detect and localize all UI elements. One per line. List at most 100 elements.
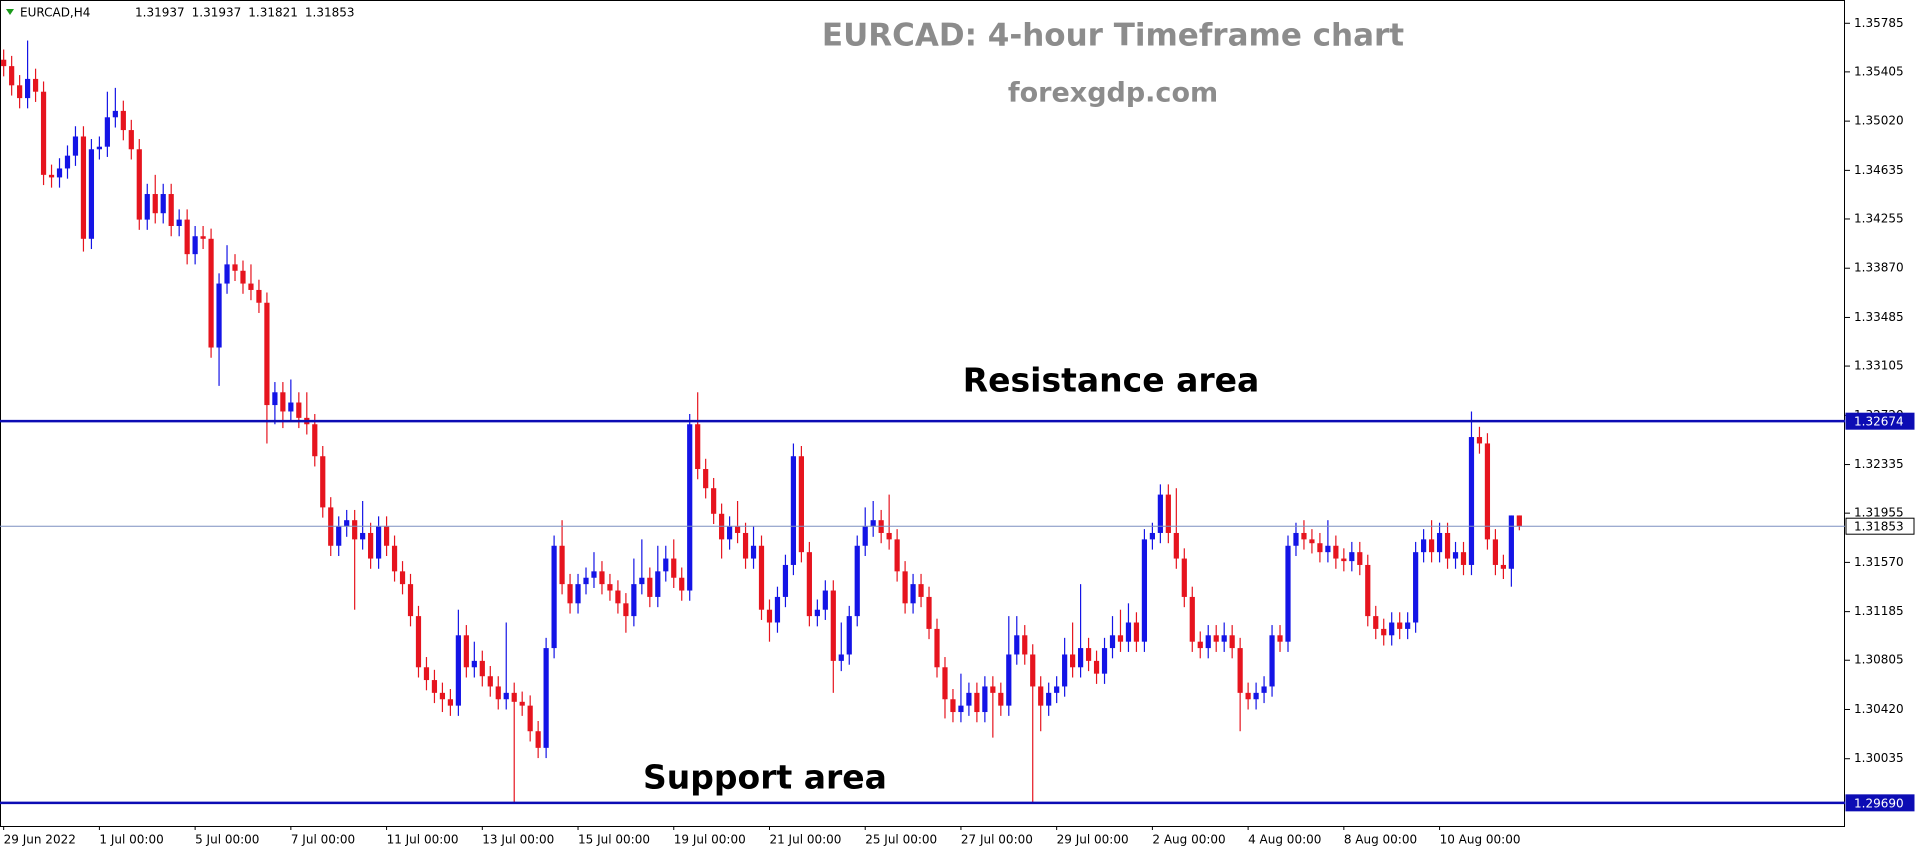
candle-body (511, 692, 517, 702)
candle-body (1213, 635, 1219, 642)
candle-body (1205, 635, 1211, 649)
candle-body (1014, 635, 1020, 655)
candle-body (894, 539, 900, 572)
x-tick-label: 25 Jul 00:00 (865, 833, 937, 847)
candle-body (623, 603, 629, 617)
candle-body (886, 532, 892, 540)
candle-body (1397, 622, 1403, 629)
candle-body (25, 78, 31, 99)
candle-body (1436, 532, 1443, 553)
candle-body (200, 236, 206, 239)
candle-body (503, 692, 509, 700)
candle-body (32, 78, 39, 92)
candle-body (758, 545, 765, 610)
y-tick-label: 1.30805 (1854, 653, 1904, 667)
candle-body (487, 676, 493, 687)
candle-body (687, 424, 693, 591)
x-tick-label: 4 Aug 00:00 (1248, 833, 1321, 847)
y-tick-label: 1.31185 (1854, 604, 1904, 618)
candle-body (1341, 558, 1347, 562)
price-label-box (1845, 412, 1915, 430)
candle-body (679, 577, 685, 591)
candle-body (607, 584, 613, 591)
candle-body (647, 577, 653, 597)
candle-body (567, 584, 573, 604)
candle-body (559, 545, 565, 585)
candle-body (1421, 539, 1427, 553)
candle-body (902, 571, 908, 604)
candle-body (423, 667, 430, 681)
candle-body (551, 545, 557, 649)
candle-body (1149, 532, 1155, 540)
candle-body (1070, 654, 1076, 668)
candle-body (1046, 692, 1052, 706)
candle-body (1389, 622, 1395, 636)
candle-body (64, 155, 71, 169)
candle-body (711, 488, 717, 514)
x-tick-label: 7 Jul 00:00 (291, 833, 355, 847)
candle-body (184, 219, 190, 255)
y-tick-label: 1.34255 (1854, 211, 1904, 225)
candle-body (527, 705, 533, 732)
candle-body (415, 616, 422, 668)
candle-body (216, 283, 222, 348)
candle-body (312, 424, 318, 457)
candle-body (1085, 648, 1092, 661)
candle-body (639, 577, 645, 585)
candle-body (1030, 654, 1036, 687)
candle-body (1301, 532, 1307, 540)
y-tick-label: 1.33105 (1854, 359, 1904, 373)
y-tick-label: 1.31570 (1854, 555, 1904, 569)
candle-body (1508, 515, 1514, 569)
candle-body (336, 526, 342, 546)
candle-body (1413, 552, 1419, 623)
candle-body (1261, 686, 1267, 693)
candle-body (806, 552, 812, 617)
candle-body (72, 136, 79, 156)
candle-body (1381, 628, 1387, 636)
candle-body (1133, 622, 1140, 642)
candle-body (1333, 545, 1339, 559)
candle-body (80, 136, 87, 239)
candle-body (399, 571, 406, 585)
price-label: 1.32674 (1854, 415, 1904, 429)
y-tick-label: 1.34635 (1854, 163, 1904, 177)
candle-body (48, 174, 55, 178)
candle-body (1, 59, 7, 67)
candle-body (1141, 539, 1148, 642)
candle-body (631, 584, 637, 617)
candle-body (742, 532, 749, 559)
candle-body (136, 149, 142, 220)
candle-body (1349, 552, 1355, 562)
annotation: Support area (643, 758, 887, 797)
candle-body (1173, 532, 1179, 559)
candle-body (1022, 635, 1028, 655)
price-label-box (1845, 794, 1915, 812)
candle-body (176, 219, 182, 227)
candle-body (224, 264, 230, 284)
candle-body (1317, 543, 1323, 553)
candle-body (1117, 635, 1124, 642)
candle-body (1165, 494, 1171, 533)
candle-body (320, 456, 326, 508)
candle-body (391, 545, 398, 572)
candle-body (1269, 635, 1275, 687)
candle-body (352, 520, 358, 540)
x-tick-label: 1 Jul 00:00 (99, 833, 163, 847)
candle-body (1309, 539, 1315, 544)
x-tick-label: 5 Jul 00:00 (195, 833, 259, 847)
candle-body (383, 526, 390, 546)
y-tick-label: 1.32335 (1854, 457, 1904, 471)
plot-frame (0, 0, 1845, 827)
candle-body (926, 596, 932, 629)
x-tick-label: 27 Jul 00:00 (961, 833, 1033, 847)
symbol-icon (6, 9, 14, 15)
candle-body (734, 526, 741, 533)
candle-body (1125, 622, 1132, 642)
candle-body (495, 686, 501, 700)
y-tick-label: 1.31955 (1854, 506, 1904, 520)
candle-body (1229, 635, 1235, 649)
candle-body (790, 456, 797, 565)
header-value: 1.31821 (248, 6, 298, 20)
